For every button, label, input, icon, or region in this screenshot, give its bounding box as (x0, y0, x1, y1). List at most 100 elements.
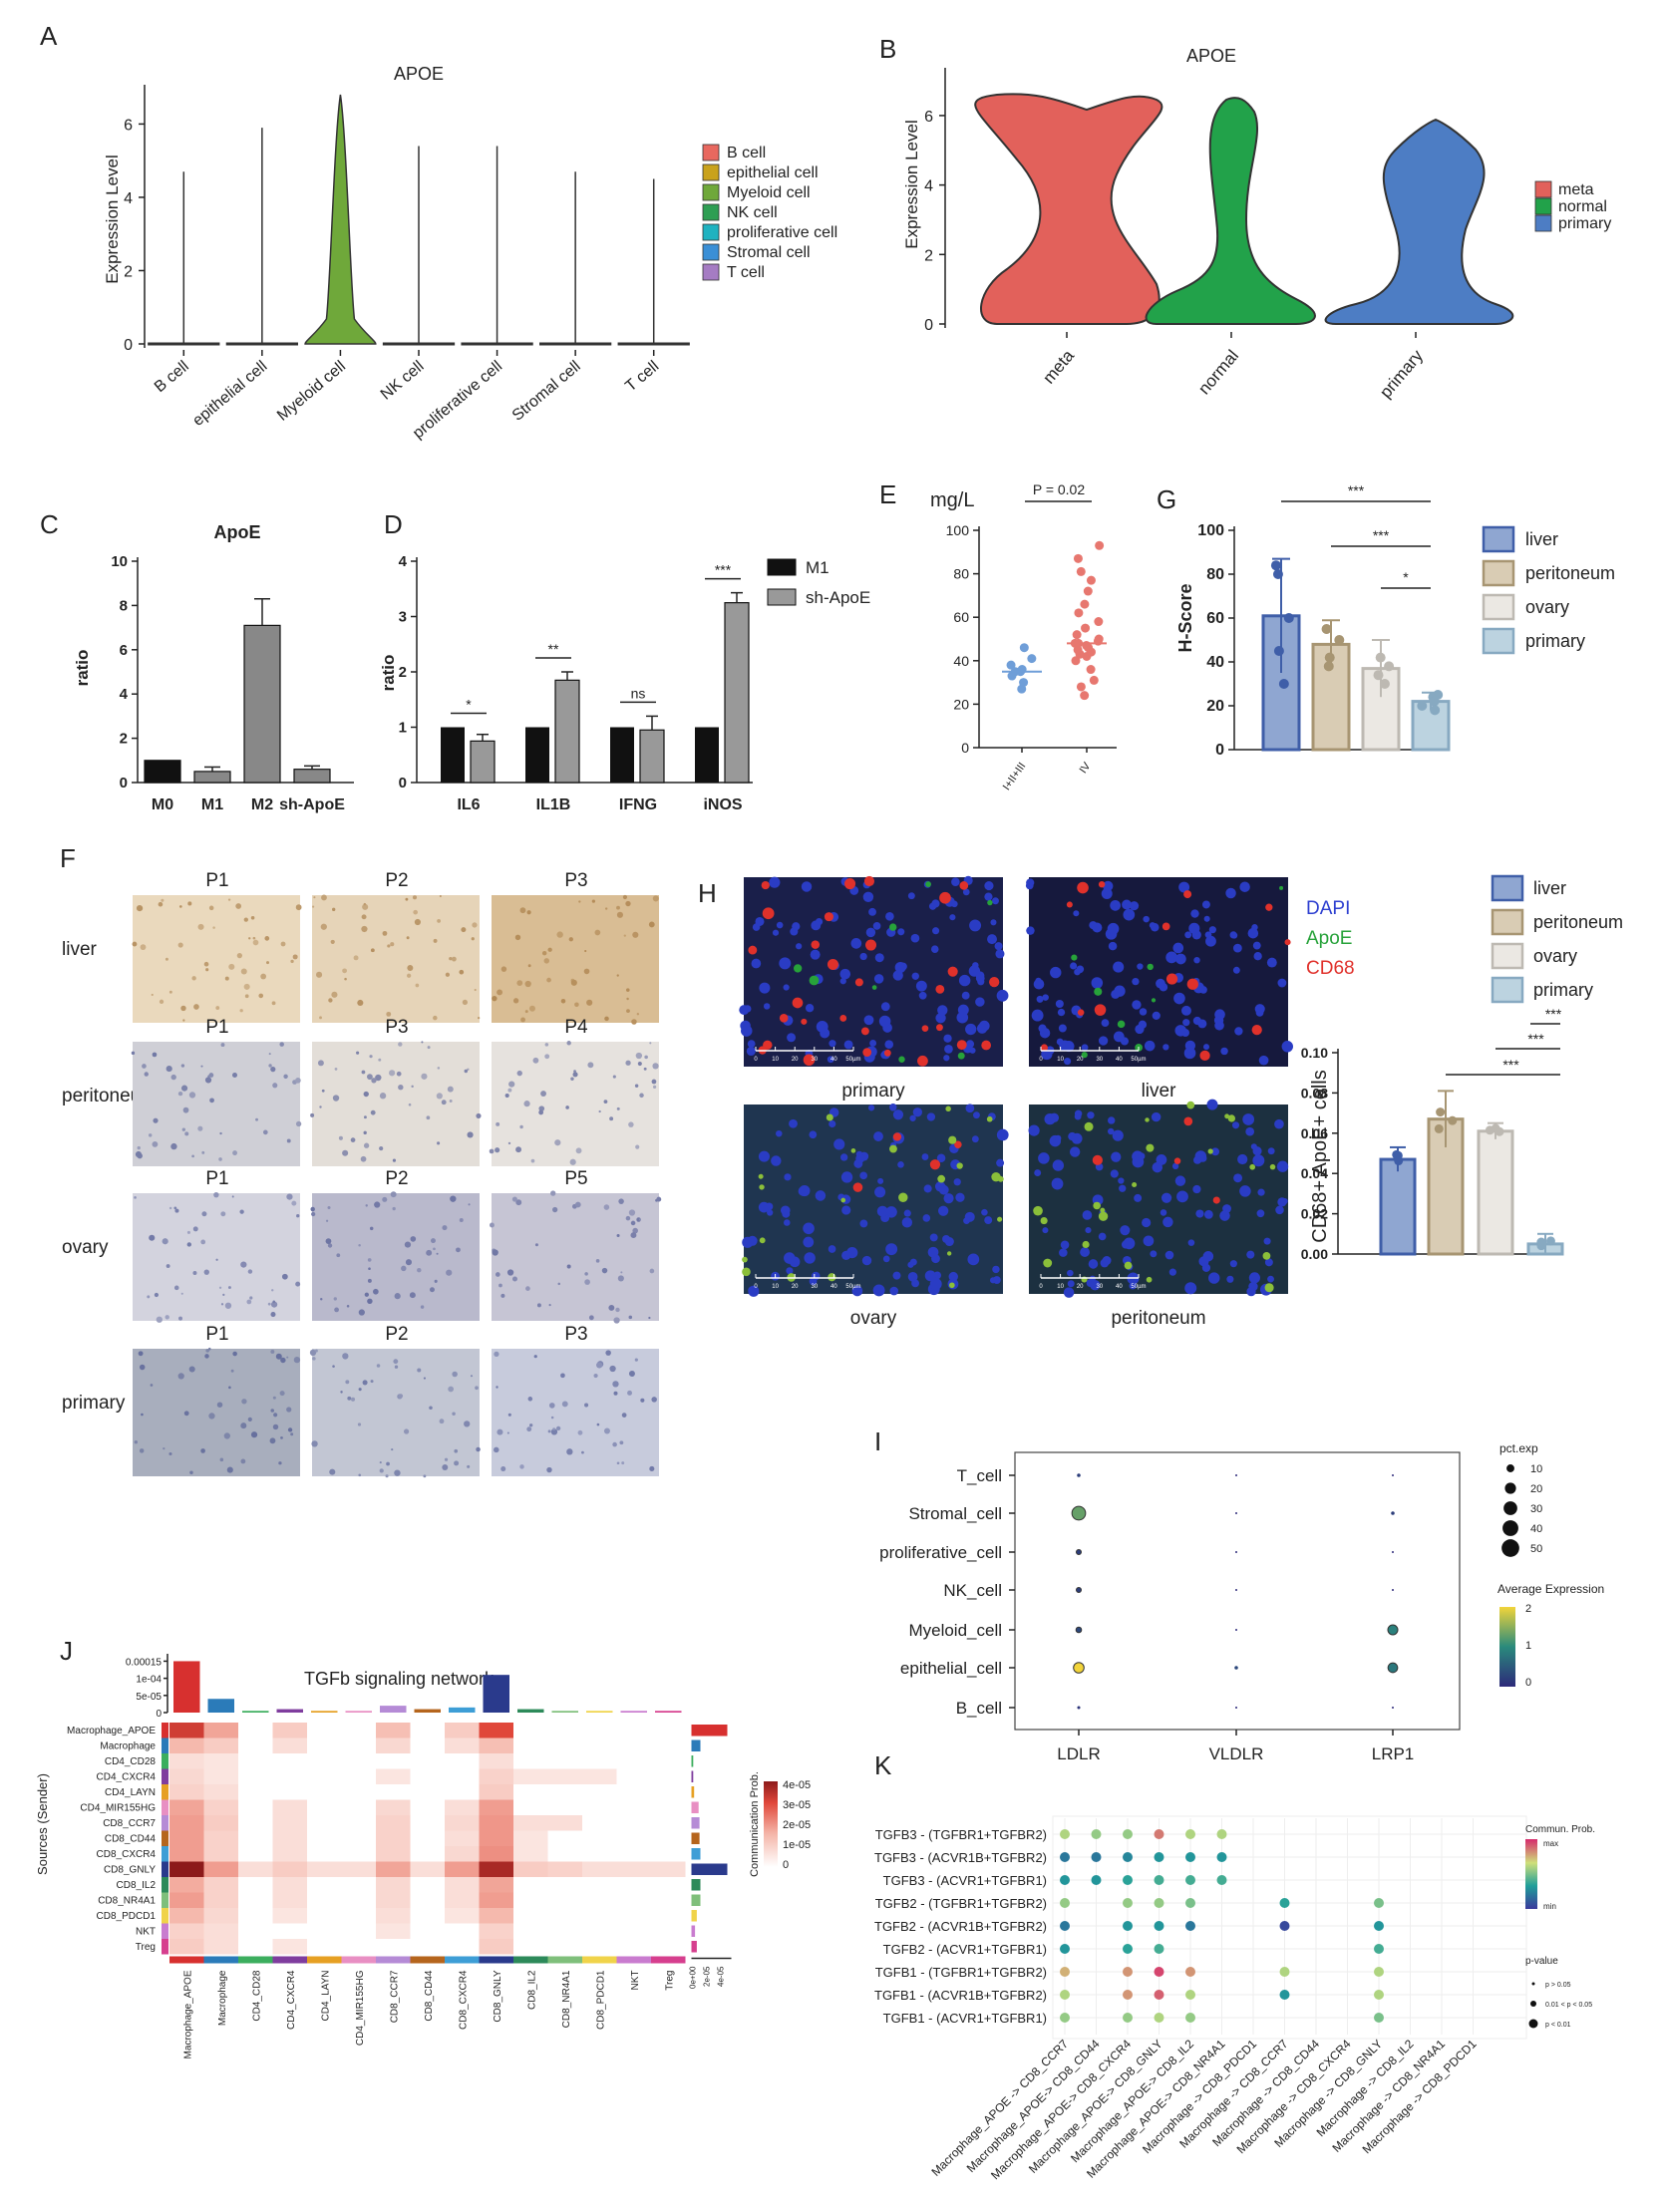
J-cell-CD8_CCR7-CD4_MIR155HG (341, 1815, 376, 1831)
F-ihc-texture (144, 1072, 149, 1077)
H-dapi-nucleus (984, 1216, 993, 1225)
F-ihc-texture (546, 1466, 552, 1473)
I-col-label-LRP1: LRP1 (1372, 1744, 1415, 1763)
F-ihc-texture (379, 1461, 382, 1464)
J-cell-Macrophage_APOE-NKT (616, 1723, 651, 1738)
F-ihc-texture (200, 1448, 205, 1453)
J-cell-CD8_IL2-NKT (616, 1877, 651, 1893)
F-ihc-texture (165, 1315, 169, 1320)
F-ihc-texture (153, 1117, 159, 1123)
H-dapi-nucleus (948, 1271, 958, 1282)
H-dapi-nucleus (1220, 1047, 1228, 1056)
F-ihc-texture (287, 1427, 293, 1432)
panel-letter-B: B (879, 34, 896, 64)
H-dapi-nucleus (937, 1205, 949, 1216)
F-ihc-texture (627, 1390, 632, 1396)
F-ihc-texture (320, 923, 327, 930)
B-legend-swatch-normal (1534, 197, 1552, 215)
F-ihc-texture (470, 1375, 474, 1378)
K-color-legend-title: Commun. Prob. (1525, 1824, 1595, 1835)
H-if-image-liver (1029, 877, 1288, 1067)
J-cell-Macrophage_APOE-CD8_CCR7 (376, 1723, 411, 1738)
H-cd68-cell (1092, 1154, 1103, 1165)
H-dapi-nucleus (861, 1255, 872, 1266)
H-scalebar-label: 50µm (1131, 1284, 1146, 1290)
H-dapi-nucleus (1060, 1240, 1070, 1250)
F-ihc-texture (444, 1457, 449, 1461)
H-dapi-nucleus (873, 1131, 883, 1141)
F-ihc-texture (523, 1101, 530, 1107)
H-apoe-signal (1100, 1207, 1106, 1213)
I-size-legend-dot-30 (1503, 1501, 1517, 1515)
H-cd68-cell (1162, 922, 1170, 931)
H-dapi-nucleus (901, 1217, 912, 1228)
H-dapi-nucleus (889, 1286, 899, 1296)
F-ihc-texture (173, 1285, 179, 1291)
H-dapi-nucleus (862, 891, 874, 903)
H-dapi-nucleus (1100, 1258, 1110, 1268)
H-dapi-nucleus (911, 972, 919, 980)
F-ihc-texture (203, 961, 209, 967)
H-dapi-nucleus (969, 919, 982, 932)
G-legend-label: liver (1525, 529, 1558, 549)
H-dapi-nucleus (1176, 1190, 1188, 1203)
F-ihc-texture (439, 895, 442, 898)
H-dapi-nucleus (910, 933, 920, 943)
G-ylabel: H-Score (1175, 583, 1195, 652)
F-col-label-P3: P3 (564, 1324, 587, 1345)
K-dot (1154, 1967, 1164, 1977)
F-ihc-texture (471, 937, 475, 941)
F-ihc-texture (407, 965, 414, 972)
J-top-bar-CD8_GNLY (483, 1675, 509, 1713)
H-dapi-nucleus (1026, 926, 1035, 935)
J-cell-CD4_CXCR4-CD4_CXCR4 (272, 1768, 307, 1784)
F-ihc-texture (495, 1272, 500, 1277)
K-size-legend-label: 0.01 < p < 0.05 (1545, 2002, 1592, 2009)
F-ihc-texture (360, 1155, 367, 1162)
F-ihc-texture (220, 1043, 225, 1048)
F-ihc-texture (570, 979, 577, 986)
H-dapi-nucleus (1187, 1239, 1195, 1246)
I-row-label-epithelial_cell: epithelial_cell (900, 1659, 1002, 1678)
F-ihc-texture (449, 1100, 453, 1103)
J-row-label-CD8_PDCD1: CD8_PDCD1 (97, 1911, 157, 1922)
G-ytick-label: 60 (1206, 610, 1224, 627)
H-dapi-nucleus (1182, 1019, 1190, 1027)
H-dapi-nucleus (1201, 900, 1210, 909)
J-cell-NKT-CD4_CD28 (238, 1923, 273, 1939)
F-col-label-P4: P4 (564, 1017, 588, 1038)
H-dapi-nucleus (843, 1040, 853, 1050)
H-dapi-nucleus (1232, 943, 1242, 953)
K-color-legend-label: max (1543, 1839, 1558, 1848)
A-legend-label: Myeloid cell (727, 184, 811, 201)
H-dapi-nucleus (1206, 1099, 1218, 1110)
H-cd68-cell (801, 1018, 808, 1025)
J-row-color-CD8_IL2 (162, 1877, 168, 1893)
F-ihc-texture (313, 896, 316, 899)
F-ihc-texture (540, 1091, 546, 1097)
F-ihc-texture (652, 1085, 657, 1090)
H-dapi-nucleus (943, 1055, 950, 1062)
K-dot (1091, 1875, 1102, 1885)
G-sig-label: *** (1373, 527, 1390, 543)
I-dot-NK_cell-LRP1 (1392, 1589, 1394, 1591)
J-cell-CD4_LAYN-Macrophage_APOE (169, 1784, 204, 1800)
G-point-ovary (1379, 679, 1390, 689)
H-dapi-nucleus (1143, 1235, 1155, 1247)
J-col-label-CD8_CD44: CD8_CD44 (424, 1970, 435, 2022)
J-cell-CD8_CCR7-CD8_CCR7 (376, 1815, 411, 1831)
J-cell-CD4_CD28-CD4_CXCR4 (272, 1753, 307, 1769)
H-scalebar-label: 20 (792, 1284, 799, 1290)
H-dapi-nucleus (1168, 1268, 1176, 1276)
F-ihc-texture (319, 1106, 322, 1108)
F-ihc-texture (604, 907, 608, 910)
J-cell-CD8_CXCR4-CD8_NR4A1 (547, 1846, 582, 1862)
H-dapi-nucleus (994, 942, 1003, 951)
F-ihc-texture (239, 1009, 243, 1013)
J-row-label-CD8_NR4A1: CD8_NR4A1 (98, 1896, 156, 1907)
K-dot (1123, 1829, 1133, 1839)
H-dapi-nucleus (839, 968, 851, 980)
J-cell-CD8_CD44-Macrophage_APOE (169, 1830, 204, 1846)
J-cell-Treg-CD8_PDCD1 (582, 1939, 617, 1955)
H-dapi-nucleus (1139, 1008, 1148, 1016)
